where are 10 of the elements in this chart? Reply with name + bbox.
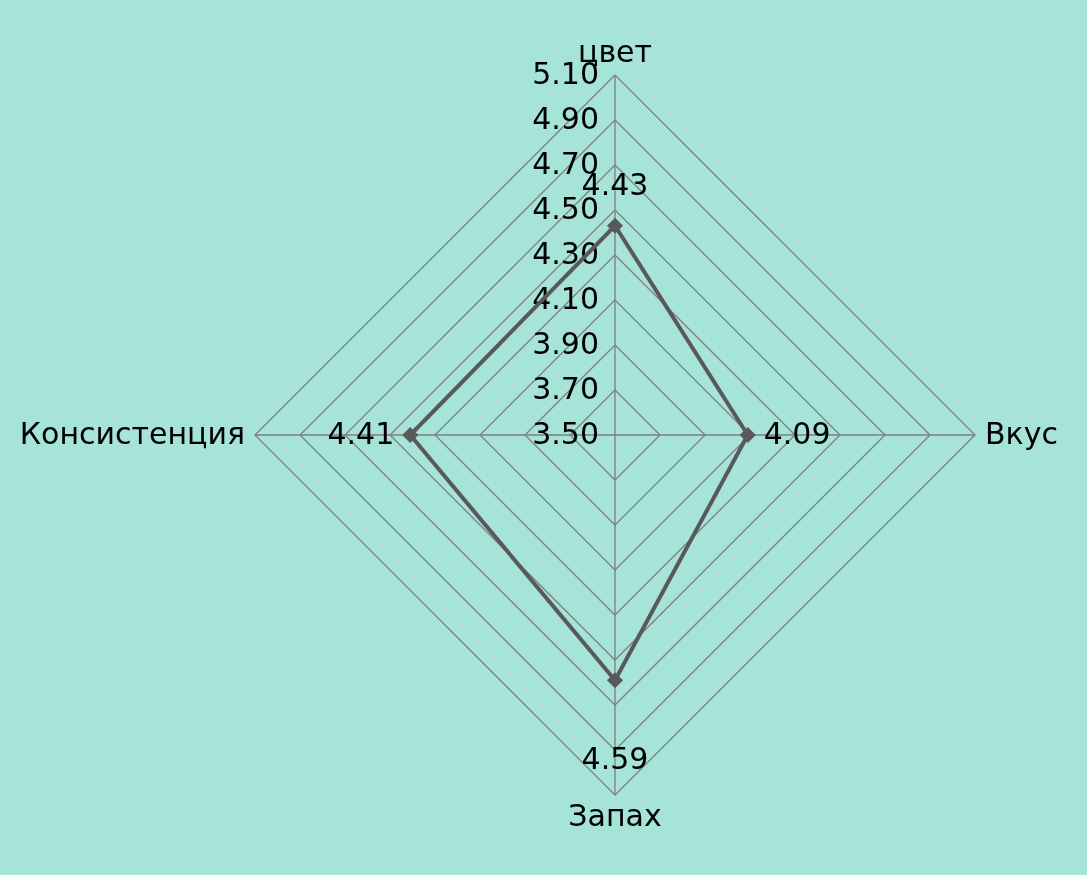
y-tick-label: 3.50 — [532, 416, 599, 451]
y-tick-label: 3.90 — [532, 326, 599, 361]
data-label: 4.59 — [581, 741, 649, 777]
spoke-label: Консистенция — [19, 416, 245, 451]
spoke-label: Вкус — [985, 416, 1058, 451]
y-tick-label: 4.90 — [532, 101, 599, 136]
data-label: 4.41 — [327, 416, 395, 451]
data-label: 4.09 — [763, 416, 831, 451]
y-tick-label: 3.70 — [532, 371, 599, 406]
spoke-label: Запах — [568, 798, 662, 833]
